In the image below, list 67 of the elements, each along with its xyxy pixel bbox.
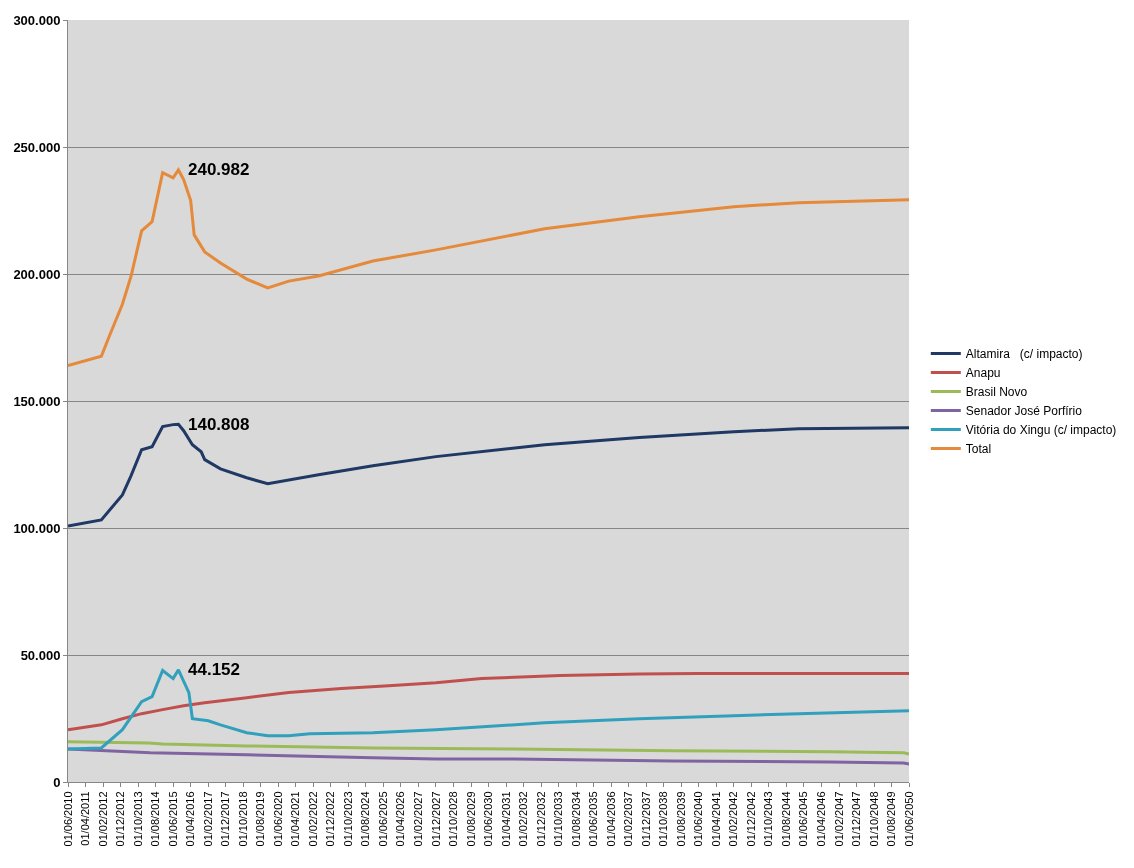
x-tick-label: 01/10/2023 bbox=[341, 791, 354, 847]
x-tick-label: 01/10/2043 bbox=[762, 791, 775, 847]
y-tick-label: 250.000 bbox=[13, 139, 61, 155]
x-tick-label: 01/06/2010 bbox=[61, 791, 74, 847]
x-tick-label: 01/08/2029 bbox=[464, 791, 477, 847]
y-tick-label: 50.000 bbox=[20, 647, 61, 663]
x-tick-label: 01/10/2048 bbox=[867, 791, 880, 847]
x-tick-label: 01/02/2047 bbox=[832, 791, 845, 847]
x-tick-label: 01/02/2032 bbox=[517, 791, 530, 847]
x-tick-label: 01/10/2038 bbox=[657, 791, 670, 847]
annotation: 140.808 bbox=[188, 415, 250, 434]
x-tick-label: 01/02/2022 bbox=[306, 791, 319, 847]
x-tick-label: 01/12/2037 bbox=[639, 791, 652, 847]
x-tick-label: 01/04/2021 bbox=[289, 791, 302, 847]
x-tick-label: 01/08/2014 bbox=[149, 791, 162, 847]
x-tick-label: 01/08/2049 bbox=[885, 791, 898, 847]
x-tick-label: 01/04/2016 bbox=[184, 791, 197, 847]
x-tick-label: 01/12/2027 bbox=[429, 791, 442, 847]
x-tick-label: 01/12/2022 bbox=[324, 791, 337, 847]
x-tick-label: 01/02/2027 bbox=[412, 791, 425, 847]
x-tick-label: 01/02/2037 bbox=[622, 791, 635, 847]
x-tick-label: 01/04/2011 bbox=[79, 791, 92, 846]
y-tick-label: 150.000 bbox=[13, 393, 61, 409]
legend-label: Anapu bbox=[965, 366, 1001, 381]
x-tick-label: 01/02/2017 bbox=[201, 791, 214, 847]
x-tick-label: 01/04/2031 bbox=[499, 791, 512, 847]
x-tick-label: 01/12/2032 bbox=[534, 791, 547, 847]
x-tick-label: 01/04/2041 bbox=[709, 791, 722, 847]
x-tick-label: 01/06/2015 bbox=[166, 791, 179, 847]
x-tick-label: 01/12/2047 bbox=[850, 791, 863, 847]
line-series bbox=[68, 740, 909, 756]
legend-label: Altamira (c/ impacto) bbox=[965, 347, 1083, 362]
x-tick-label: 01/06/2020 bbox=[271, 791, 284, 847]
x-tick-label: 01/08/2044 bbox=[779, 791, 792, 847]
annotation: 44.152 bbox=[188, 660, 240, 679]
x-tick-label: 01/08/2039 bbox=[674, 791, 687, 847]
x-tick-label: 01/12/2042 bbox=[744, 791, 757, 847]
annotation: 240.982 bbox=[188, 160, 250, 179]
y-tick-label: 0 bbox=[53, 774, 61, 790]
x-tick-label: 01/06/2025 bbox=[376, 791, 389, 847]
x-tick-label: 01/08/2019 bbox=[254, 791, 267, 847]
x-tick-label: 01/08/2034 bbox=[569, 791, 582, 847]
x-tick-label: 01/02/2012 bbox=[96, 791, 109, 847]
legend-label: Senador José Porfírio bbox=[965, 404, 1083, 419]
y-tick-label: 300.000 bbox=[13, 12, 61, 28]
line-series bbox=[68, 747, 909, 766]
x-tick-label: 01/10/2033 bbox=[552, 791, 565, 847]
x-tick-label: 01/06/2040 bbox=[692, 791, 705, 847]
x-tick-label: 01/06/2035 bbox=[587, 791, 600, 847]
x-tick-label: 01/04/2026 bbox=[394, 791, 407, 847]
x-tick-label: 01/02/2042 bbox=[727, 791, 740, 847]
x-tick-label: 01/08/2024 bbox=[359, 791, 372, 847]
y-tick-label: 200.000 bbox=[13, 266, 61, 282]
x-tick-label: 01/06/2045 bbox=[797, 791, 810, 847]
y-tick-label: 100.000 bbox=[13, 520, 61, 536]
x-tick-label: 01/06/2050 bbox=[902, 791, 915, 847]
x-tick-label: 01/04/2036 bbox=[604, 791, 617, 847]
x-tick-label: 01/10/2013 bbox=[131, 791, 144, 847]
x-tick-label: 01/12/2012 bbox=[114, 791, 127, 847]
x-tick-label: 01/04/2046 bbox=[814, 791, 827, 847]
x-tick-label: 01/10/2028 bbox=[447, 791, 460, 847]
legend-label: Vitória do Xingu (c/ impacto) bbox=[965, 423, 1117, 438]
legend-label: Brasil Novo bbox=[965, 385, 1028, 400]
legend-label: Total bbox=[965, 442, 992, 457]
x-tick-label: 01/06/2030 bbox=[482, 791, 495, 847]
x-tick-label: 01/12/2017 bbox=[219, 791, 232, 847]
x-tick-label: 01/10/2018 bbox=[236, 791, 249, 847]
